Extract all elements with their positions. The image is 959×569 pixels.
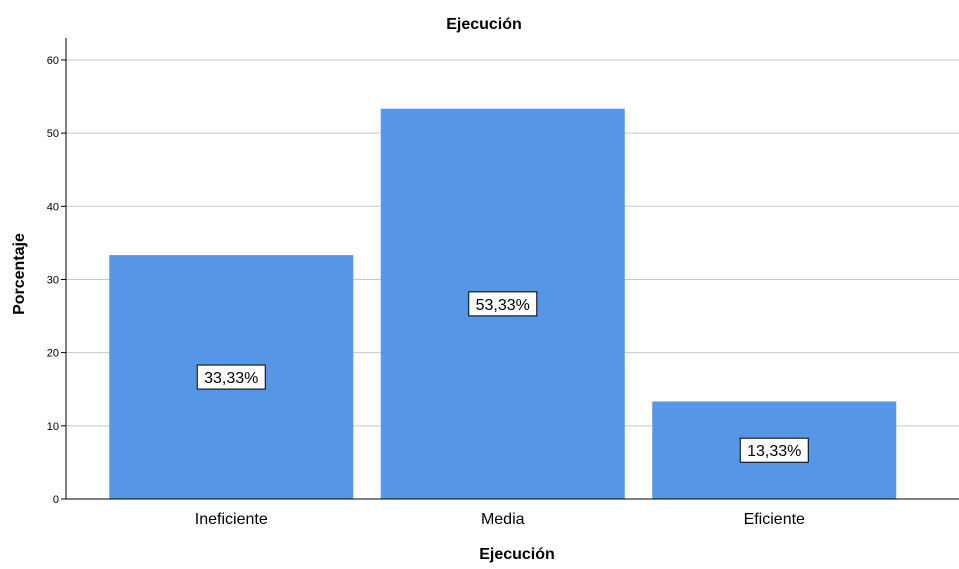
data-label-box	[196, 364, 266, 390]
data-label-text: 53,33%	[476, 297, 530, 314]
x-tick-label-ineficiente: Ineficiente	[195, 511, 268, 528]
x-tick-label-eficiente: Eficiente	[744, 511, 805, 528]
y-tick-label-50: 50	[47, 128, 59, 140]
x-axis-ticks: Ineficiente Media Eficiente	[195, 511, 805, 528]
y-tick-label-10: 10	[47, 421, 59, 433]
data-label-eficiente: 13,33%	[739, 437, 809, 463]
data-label-media: 53,33%	[468, 291, 538, 317]
y-tick-label-20: 20	[47, 348, 59, 360]
data-label-text: 13,33%	[747, 443, 801, 460]
x-axis-title: Ejecución	[479, 546, 555, 563]
y-axis-title: Porcentaje	[11, 233, 28, 315]
data-label-text: 33,33%	[204, 370, 258, 387]
x-tick-label-media: Media	[481, 511, 525, 528]
data-label-box	[739, 437, 809, 463]
data-label-box	[468, 291, 538, 317]
y-tick-label-30: 30	[47, 274, 59, 286]
y-axis-ticks: 0 10 20 30 40 50 60	[47, 55, 66, 506]
y-tick-label-60: 60	[47, 55, 59, 67]
axes	[65, 38, 959, 500]
y-tick-label-40: 40	[47, 201, 59, 213]
chart-title: Ejecución	[446, 16, 522, 33]
y-tick-label-0: 0	[53, 494, 59, 506]
data-labels: 33,33% 53,33% 13,33%	[196, 291, 809, 463]
data-label-ineficiente: 33,33%	[196, 364, 266, 390]
